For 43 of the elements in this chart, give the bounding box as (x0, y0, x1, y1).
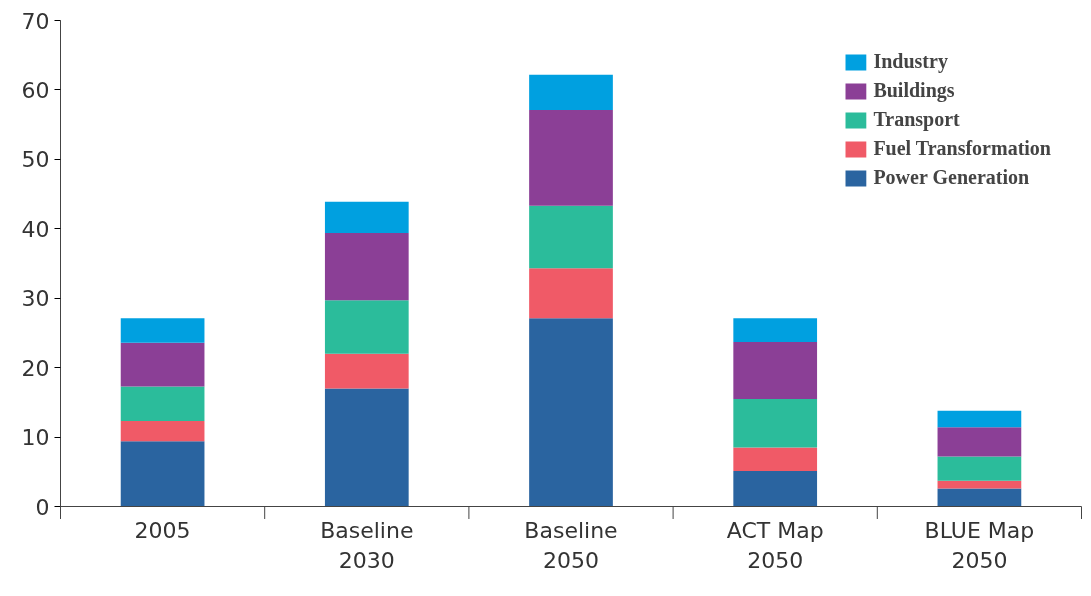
bar (120, 386, 205, 422)
legend-label: Power Generation (873, 166, 1030, 189)
bar (324, 201, 409, 233)
y-tick-label: 30 (21, 286, 50, 312)
bar (529, 268, 613, 319)
bar (120, 441, 205, 507)
bar (324, 388, 409, 507)
y-tick-label: 0 (35, 494, 50, 520)
legend-label: Industry (873, 50, 948, 73)
x-tick-label: Baseline 2030 (320, 517, 414, 573)
x-tick-label: BLUE Map 2050 (924, 517, 1035, 573)
bar (529, 205, 613, 269)
bar (120, 342, 205, 387)
y-tick-label: 10 (21, 425, 50, 451)
bar (529, 318, 613, 507)
bar (529, 110, 613, 206)
bar (733, 447, 818, 472)
bar (937, 480, 1022, 489)
bar (324, 300, 409, 354)
y-tick-label: 60 (21, 77, 50, 103)
bar (120, 421, 205, 442)
legend-label: Fuel Transformation (873, 137, 1051, 160)
bar (733, 398, 818, 448)
bar (120, 318, 205, 343)
bar (529, 74, 613, 111)
y-tick-label: 70 (21, 8, 50, 34)
bar (324, 353, 409, 389)
x-tick-label: 2005 (134, 517, 191, 543)
bar (733, 341, 818, 399)
bar (937, 488, 1022, 507)
y-tick-label: 40 (21, 216, 50, 242)
bar (937, 456, 1022, 481)
y-tick-label: 50 (21, 147, 50, 173)
legend-label: Transport (873, 108, 960, 131)
bar (937, 410, 1022, 428)
bar (733, 471, 818, 507)
bar (937, 427, 1022, 457)
legend-label: Buildings (873, 79, 955, 102)
bar (324, 232, 409, 301)
x-tick-label: ACT Map 2050 (726, 517, 824, 573)
bar (733, 318, 818, 342)
y-tick-label: 20 (21, 355, 50, 381)
x-tick-label: Baseline 2050 (524, 517, 618, 573)
